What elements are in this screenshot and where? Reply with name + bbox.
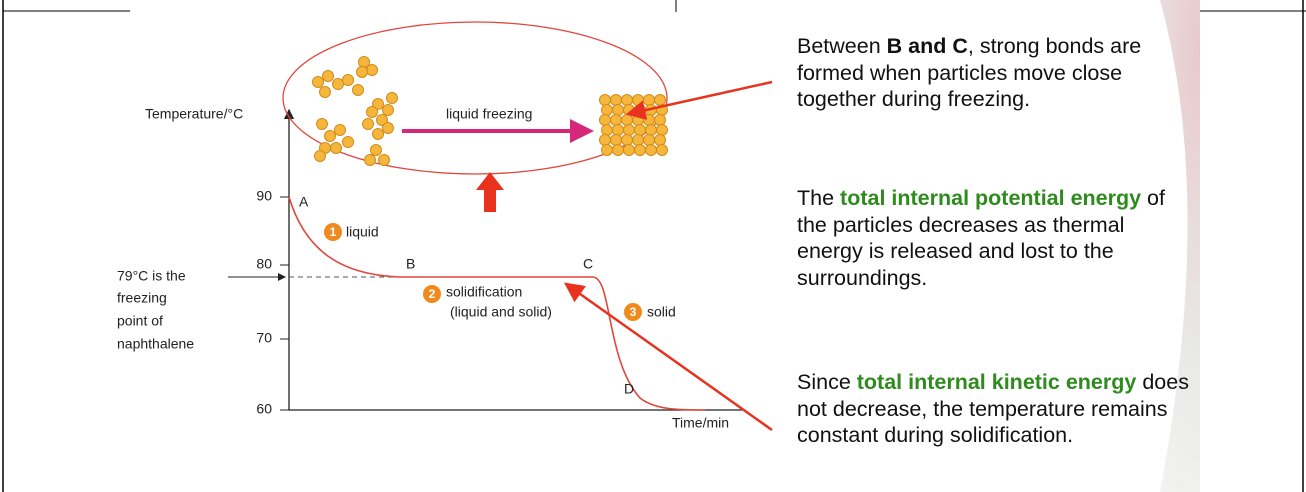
particle <box>657 125 668 136</box>
particle <box>633 115 644 126</box>
annotation: 79°C is the <box>117 268 186 284</box>
particle <box>624 145 635 156</box>
particle <box>371 145 382 156</box>
particle <box>317 119 328 130</box>
particle <box>323 71 334 82</box>
particle <box>646 145 657 156</box>
point-label: D <box>624 381 634 397</box>
particle <box>600 135 611 146</box>
particle <box>383 123 394 134</box>
particle <box>635 145 646 156</box>
point-label: A <box>299 194 309 210</box>
inset-label: liquid freezing <box>446 106 532 122</box>
paragraph: The total internal potential energy of t… <box>797 185 1189 291</box>
particle <box>353 85 364 96</box>
y-tick-label: 80 <box>256 256 272 272</box>
particle <box>320 87 331 98</box>
particle <box>622 95 633 106</box>
particle <box>367 107 378 118</box>
y-tick-label: 60 <box>256 401 272 417</box>
particle <box>379 155 390 166</box>
phase-label: solidification <box>446 284 522 300</box>
particle <box>331 143 342 154</box>
particle <box>602 145 613 156</box>
particle <box>635 125 646 136</box>
particle <box>655 135 666 146</box>
particle <box>613 125 624 136</box>
x-axis-title: Time/min <box>672 415 729 431</box>
particle <box>333 79 344 90</box>
particle <box>363 119 374 130</box>
particle <box>343 75 354 86</box>
y-tick-label: 70 <box>256 330 272 346</box>
particle <box>335 125 346 136</box>
particle <box>633 95 644 106</box>
particle <box>644 115 655 126</box>
particle <box>644 135 655 146</box>
particle <box>602 105 613 116</box>
particle <box>387 93 398 104</box>
particle <box>644 95 655 106</box>
paragraph: Between B and C, strong bonds are formed… <box>797 33 1189 113</box>
particle <box>313 77 324 88</box>
annotation: point of <box>117 313 163 329</box>
text-highlight: total internal potential energy <box>840 186 1141 210</box>
particle <box>373 129 384 140</box>
phase-label: liquid <box>346 224 379 240</box>
particle <box>343 137 354 148</box>
y-ticks: 90 80 70 60 <box>256 188 289 417</box>
text-highlight: total internal kinetic energy <box>857 370 1137 394</box>
y-tick-label: 90 <box>256 188 272 204</box>
point-label: C <box>583 256 593 272</box>
particle <box>600 115 611 126</box>
particle <box>613 105 624 116</box>
particle <box>633 135 644 146</box>
particle <box>611 115 622 126</box>
particle <box>383 105 394 116</box>
particle <box>357 67 368 78</box>
phase-detail: (liquid and solid) <box>450 304 552 320</box>
phase-number: 2 <box>429 287 436 301</box>
text: Between <box>797 34 887 58</box>
particle <box>325 131 336 142</box>
up-arrow <box>476 172 504 212</box>
particle <box>600 95 611 106</box>
particle <box>611 135 622 146</box>
text: Since <box>797 370 857 394</box>
particle <box>646 125 657 136</box>
particle <box>602 125 613 136</box>
particle <box>655 115 666 126</box>
phase-number: 1 <box>330 225 337 239</box>
page: Temperature/°C Time/min 90 80 70 60 A B … <box>0 0 1306 492</box>
y-axis-title: Temperature/°C <box>145 106 243 122</box>
particle <box>367 65 378 76</box>
paragraph: Since total internal kinetic energy does… <box>797 369 1189 449</box>
particle <box>613 145 624 156</box>
point-label: B <box>406 256 415 272</box>
particle <box>611 95 622 106</box>
phase-number: 3 <box>630 305 637 319</box>
particle <box>624 125 635 136</box>
particle <box>315 151 326 162</box>
particle <box>655 95 666 106</box>
text: The <box>797 186 840 210</box>
annotation: naphthalene <box>117 336 194 352</box>
particle <box>622 115 633 126</box>
phase-label: solid <box>647 304 676 320</box>
annotation: freezing <box>117 290 167 306</box>
particle <box>365 155 376 166</box>
particle <box>622 135 633 146</box>
particle <box>657 145 668 156</box>
text-bold: B and C <box>887 34 968 58</box>
